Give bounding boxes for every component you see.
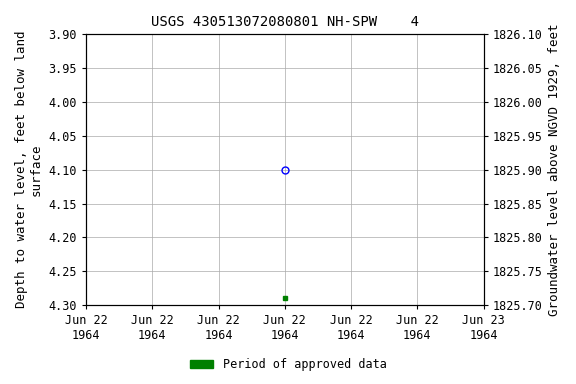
Legend: Period of approved data: Period of approved data [185, 354, 391, 376]
Y-axis label: Groundwater level above NGVD 1929, feet: Groundwater level above NGVD 1929, feet [548, 23, 561, 316]
Y-axis label: Depth to water level, feet below land
surface: Depth to water level, feet below land su… [15, 31, 43, 308]
Title: USGS 430513072080801 NH-SPW    4: USGS 430513072080801 NH-SPW 4 [151, 15, 419, 29]
